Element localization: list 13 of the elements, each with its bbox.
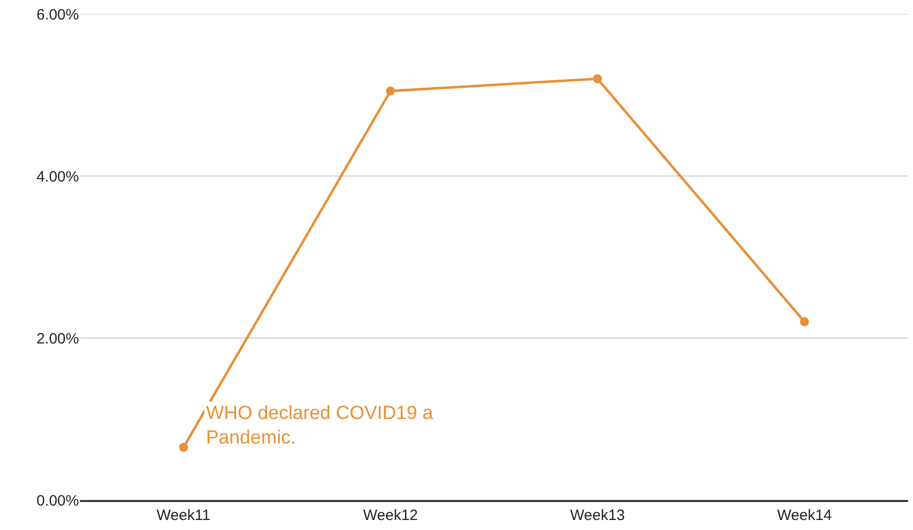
point bbox=[386, 86, 395, 96]
x-tick-label: Week12 bbox=[363, 506, 418, 524]
point bbox=[179, 442, 188, 452]
x-tick-label: Week13 bbox=[570, 506, 625, 524]
y-tick-label: 2.00% bbox=[36, 330, 79, 348]
y-tick-label: 4.00% bbox=[36, 168, 79, 186]
y-tick-label: 6.00% bbox=[36, 6, 79, 24]
annotation: WHO declared COVID19 a Pandemic. bbox=[206, 403, 434, 449]
point bbox=[593, 74, 602, 84]
point bbox=[800, 317, 809, 326]
x-tick-label: Week11 bbox=[156, 506, 210, 524]
x-tick-label: Week14 bbox=[777, 506, 832, 524]
y-tick-label: 0.00% bbox=[36, 492, 79, 510]
